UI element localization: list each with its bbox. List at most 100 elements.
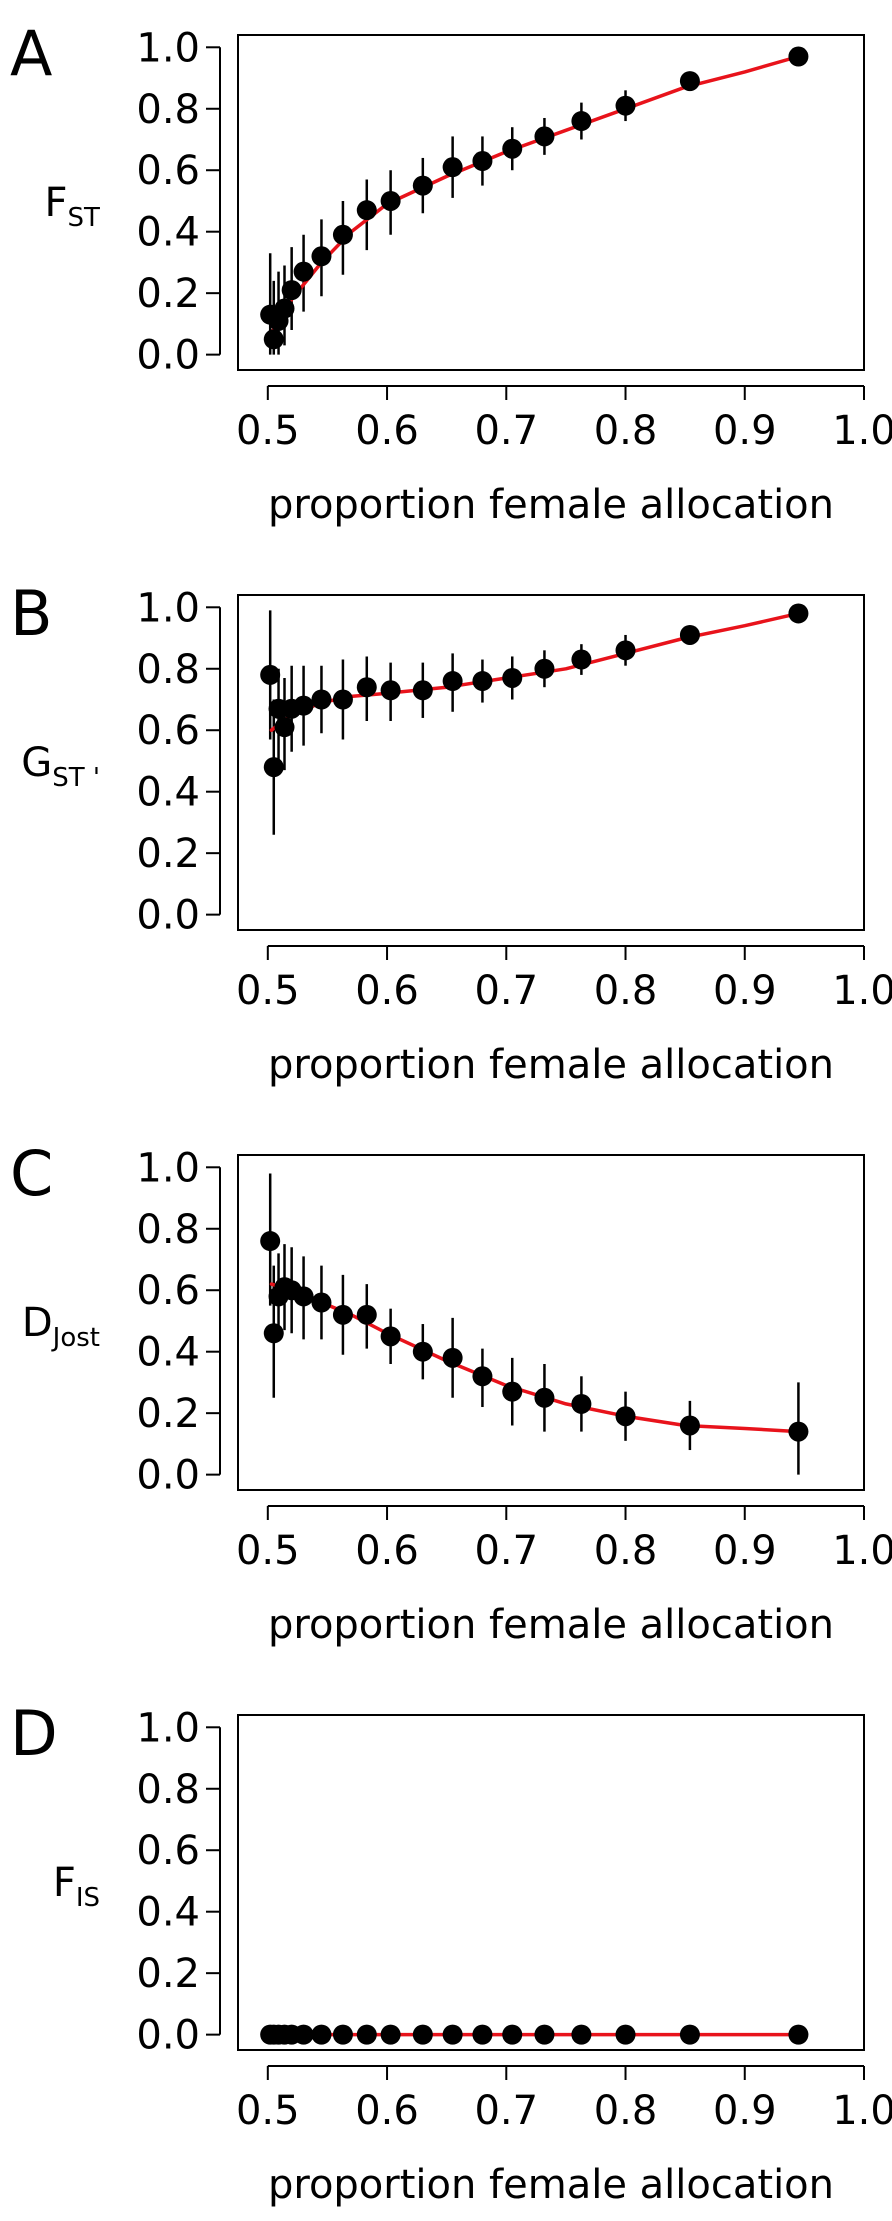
fit-line <box>269 1282 801 1434</box>
data-point <box>534 2024 555 2045</box>
data-point <box>274 717 295 738</box>
y-tick-label: 1.0 <box>136 1145 200 1191</box>
data-point <box>788 2024 809 2045</box>
x-tick-label: 0.7 <box>474 1528 538 1574</box>
y-tick-label: 0.8 <box>136 1767 200 1813</box>
y-axis-label-sub: IS <box>76 1883 100 1913</box>
data-point <box>534 126 555 147</box>
data-point <box>472 1366 493 1387</box>
y-tick-label: 0.8 <box>136 87 200 133</box>
y-tick-label: 0.4 <box>136 770 200 816</box>
y-tick-label: 1.0 <box>136 1705 200 1751</box>
y-tick-label: 0.4 <box>136 1330 200 1376</box>
y-tick-label: 0.4 <box>136 1890 200 1936</box>
data-point <box>679 71 700 92</box>
data-point <box>571 1393 592 1414</box>
panel-letter: D <box>10 1697 58 1770</box>
data-point <box>534 658 555 679</box>
plot-frame <box>237 594 865 931</box>
x-tick-label: 0.9 <box>713 2088 777 2134</box>
y-axis-label-sub: ST <box>67 203 100 233</box>
x-tick-label: 1.0 <box>832 968 892 1014</box>
data-point <box>788 46 809 67</box>
data-point <box>442 2024 463 2045</box>
data-point <box>311 246 332 267</box>
data-point <box>534 1387 555 1408</box>
data-point <box>615 640 636 661</box>
y-axis-label-sub: ST ' <box>52 763 100 793</box>
data-point <box>332 1304 353 1325</box>
data-point <box>502 667 523 688</box>
data-point <box>293 695 314 716</box>
y-tick-label: 0.0 <box>136 1453 200 1499</box>
data-point <box>442 1347 463 1368</box>
x-tick-label: 0.8 <box>594 2088 658 2134</box>
y-tick-label: 1.0 <box>136 585 200 631</box>
data-point <box>679 2024 700 2045</box>
data-point <box>502 1381 523 1402</box>
x-tick-label: 0.6 <box>355 408 419 454</box>
x-tick-label: 1.0 <box>832 408 892 454</box>
y-tick-label: 0.0 <box>136 893 200 939</box>
data-point <box>615 1406 636 1427</box>
data-point <box>332 689 353 710</box>
y-axis-label-main: F <box>53 1860 76 1906</box>
x-tick-label: 0.6 <box>355 2088 419 2134</box>
plot-frame <box>237 34 865 371</box>
y-tick-label: 0.0 <box>136 333 200 379</box>
data-point <box>263 329 284 350</box>
y-tick-label: 0.6 <box>136 1268 200 1314</box>
x-tick-label: 0.8 <box>594 408 658 454</box>
data-point <box>380 190 401 211</box>
data-point <box>356 200 377 221</box>
x-tick-label: 0.9 <box>713 968 777 1014</box>
y-tick-label: 1.0 <box>136 25 200 71</box>
x-axis-label: proportion female allocation <box>268 482 834 528</box>
x-tick-label: 1.0 <box>832 2088 892 2134</box>
y-axis-label: DJost <box>22 1300 100 1353</box>
x-tick-label: 0.9 <box>713 408 777 454</box>
data-point <box>571 649 592 670</box>
x-tick-label: 0.7 <box>474 968 538 1014</box>
data-point <box>502 2024 523 2045</box>
panel-d: D 0.0 0.2 0.4 0.6 0.8 1.0 0.5 0.6 0.7 0.8 0.9 1.0 pro… <box>10 1697 892 2208</box>
data-point <box>356 677 377 698</box>
x-tick-label: 0.6 <box>355 1528 419 1574</box>
y-tick-label: 0.0 <box>136 2013 200 2059</box>
data-point <box>571 2024 592 2045</box>
x-axis-label: proportion female allocation <box>268 1602 834 1648</box>
data-point <box>293 2024 314 2045</box>
fit-line <box>269 54 801 335</box>
data-point <box>311 689 332 710</box>
data-point <box>263 1323 284 1344</box>
panel-a: A 0.0 0.2 0.4 0.6 0.8 1.0 0.5 0.6 0.7 0.8 0.9 1.0 pro… <box>10 17 892 528</box>
y-tick-label: 0.8 <box>136 1207 200 1253</box>
panel-b: B 0.0 0.2 0.4 0.6 0.8 1.0 0.5 0.6 0.7 0.8 0.9 1.0 pro… <box>10 577 892 1088</box>
data-point <box>263 757 284 778</box>
y-tick-label: 0.6 <box>136 148 200 194</box>
fit-line <box>269 611 801 732</box>
x-tick-label: 0.8 <box>594 968 658 1014</box>
y-tick-label: 0.2 <box>136 271 200 317</box>
x-tick-label: 0.6 <box>355 968 419 1014</box>
data-point <box>472 2024 493 2045</box>
data-point <box>679 1415 700 1436</box>
x-tick-label: 0.5 <box>236 1528 300 1574</box>
data-point <box>472 671 493 692</box>
data-point <box>615 2024 636 2045</box>
y-tick-label: 0.8 <box>136 647 200 693</box>
y-tick-label: 0.6 <box>136 708 200 754</box>
x-tick-label: 1.0 <box>832 1528 892 1574</box>
y-axis-label-main: G <box>21 740 52 786</box>
data-point <box>281 280 302 301</box>
x-tick-label: 0.7 <box>474 2088 538 2134</box>
data-point <box>412 2024 433 2045</box>
y-tick-label: 0.2 <box>136 1951 200 1997</box>
x-tick-label: 0.8 <box>594 1528 658 1574</box>
y-axis-label: FIS <box>53 1860 100 1913</box>
data-point <box>311 1292 332 1313</box>
data-point <box>380 680 401 701</box>
data-point <box>311 2024 332 2045</box>
data-point <box>615 95 636 116</box>
y-tick-label: 0.2 <box>136 1391 200 1437</box>
